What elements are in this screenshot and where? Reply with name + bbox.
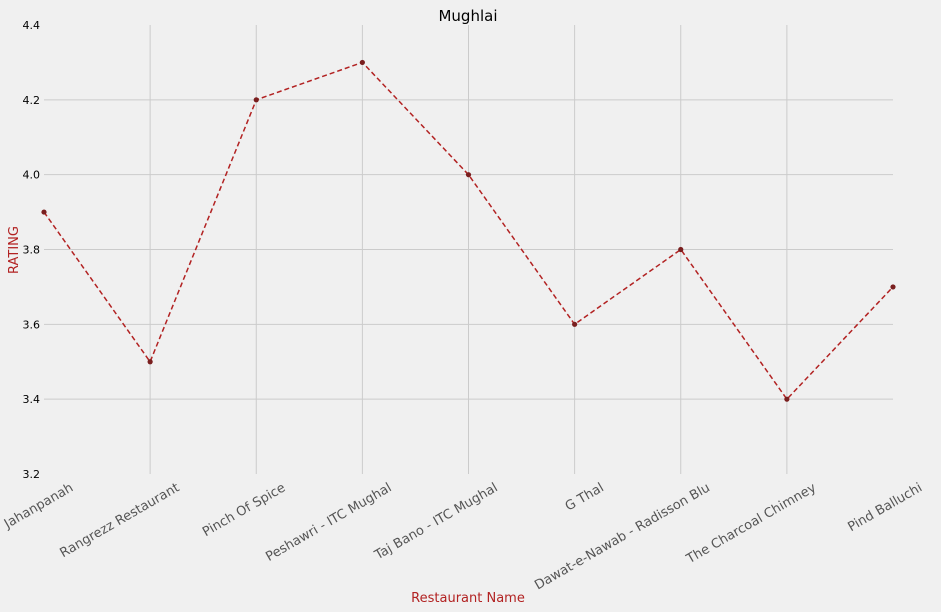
data-point xyxy=(572,321,578,327)
y-tick-label: 4.4 xyxy=(23,19,41,32)
data-point xyxy=(784,396,790,402)
x-tick-label: G Thal xyxy=(563,480,607,514)
data-point xyxy=(41,209,47,215)
y-axis-label: RATING xyxy=(7,226,22,274)
rating-series-line xyxy=(43,61,894,401)
x-tick-label: Jahanpanah xyxy=(1,480,76,532)
data-point xyxy=(147,359,153,365)
y-tick-label: 3.4 xyxy=(23,393,41,406)
data-point xyxy=(678,246,684,253)
y-tick-label: 3.2 xyxy=(23,468,41,481)
data-points xyxy=(41,59,896,402)
y-tick-label: 3.8 xyxy=(23,244,41,257)
y-tick-label: 4.2 xyxy=(23,94,41,107)
x-axis-label: Restaurant Name xyxy=(411,591,525,606)
chart-title: Mughlai xyxy=(438,7,497,25)
data-point xyxy=(890,284,896,290)
x-tick-label: Pind Balluchi xyxy=(845,480,925,535)
x-tick-label: Rangrezz Restaurant xyxy=(58,480,183,561)
x-tick-label: Dawat-e-Nawab - Radisson Blu xyxy=(532,480,713,593)
data-point xyxy=(253,97,259,103)
data-point xyxy=(359,59,365,66)
y-tick-labels: 3.2 3.4 3.6 3.8 4.0 4.2 4.4 xyxy=(23,19,41,481)
y-tick-label: 3.6 xyxy=(23,318,41,331)
x-tick-label: Pinch Of Spice xyxy=(200,480,288,540)
data-point xyxy=(465,172,472,178)
y-tick-label: 4.0 xyxy=(23,169,41,182)
